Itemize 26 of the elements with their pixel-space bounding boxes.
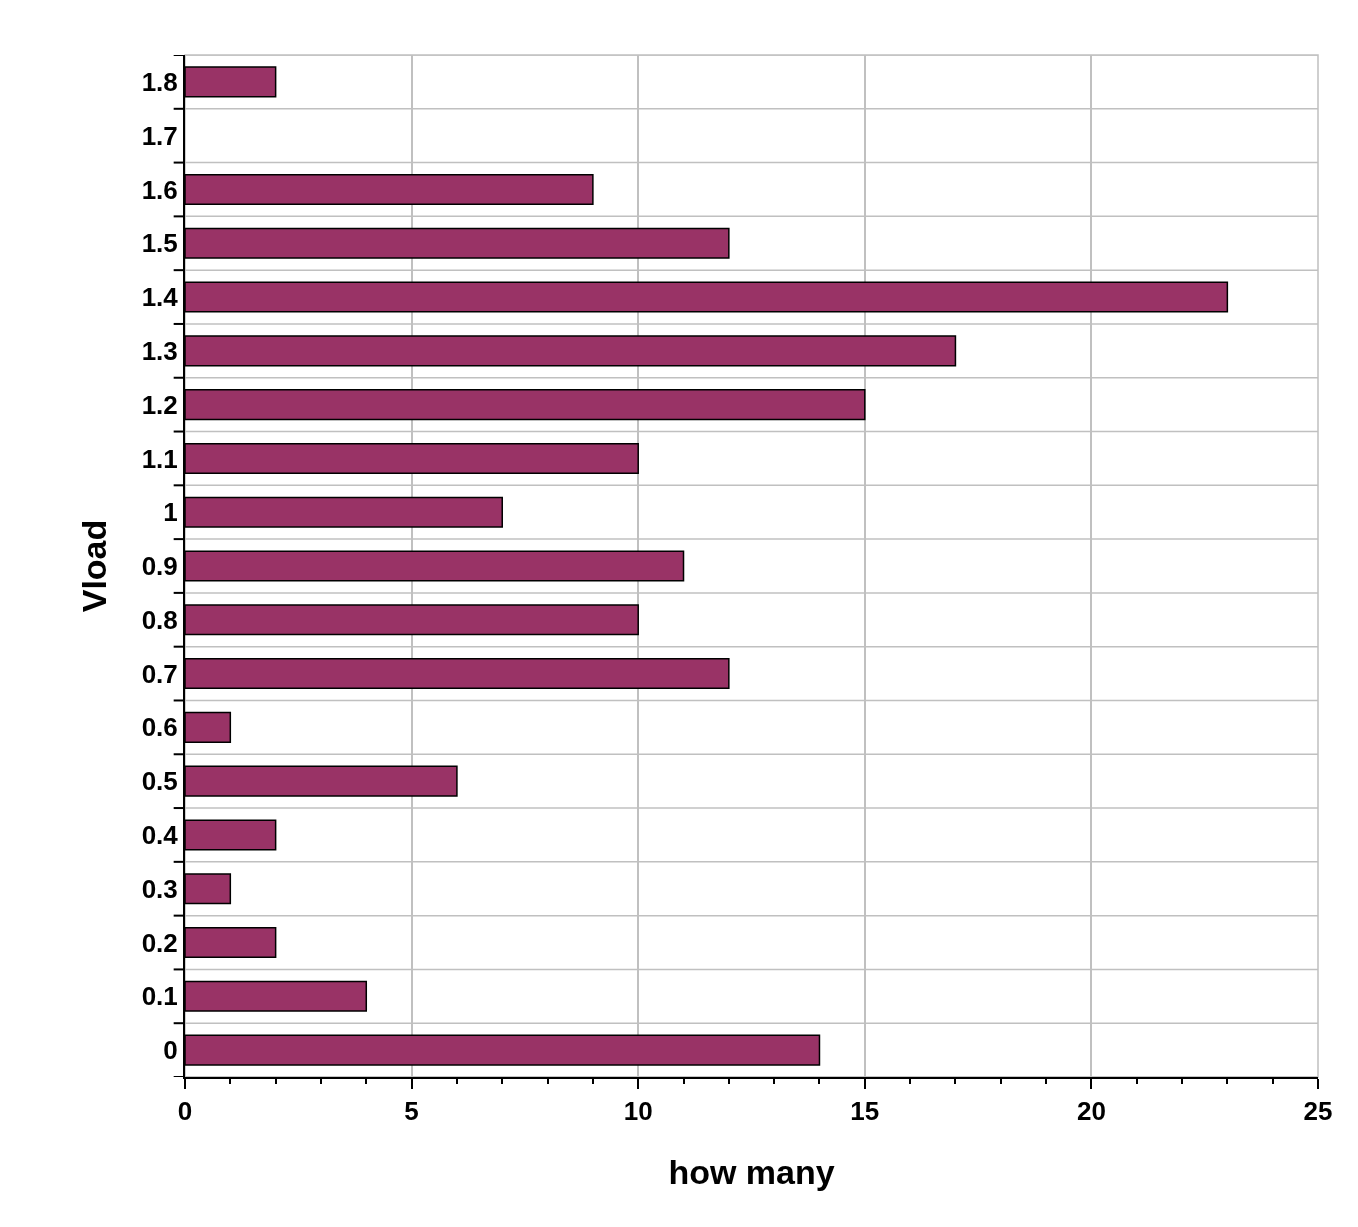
y-tick-label: 0.1	[141, 981, 178, 1012]
y-tick-label: 0.9	[141, 551, 178, 582]
y-tick-label: 0.2	[141, 927, 178, 958]
y-axis-title: Vload	[74, 519, 113, 613]
y-tick-label: 0.6	[141, 712, 178, 743]
y-tick-label: 1.8	[141, 66, 178, 97]
x-tick-label: 10	[623, 1096, 653, 1127]
y-tick-label: 0.5	[141, 766, 178, 797]
y-tick-label: 0.8	[141, 604, 178, 635]
x-axis-title: how many	[668, 1153, 835, 1191]
y-tick-label: 0	[163, 1035, 178, 1066]
y-tick-label: 1.1	[141, 443, 178, 474]
y-tick-label: 1.4	[141, 282, 179, 313]
y-tick-label: 1.6	[141, 174, 178, 205]
y-tick-label: 1	[163, 497, 178, 528]
x-tick-label: 20	[1076, 1096, 1106, 1127]
y-tick-label: 1.5	[141, 228, 178, 259]
y-tick-label: 0.3	[141, 873, 178, 904]
y-tick-label: 0.7	[141, 658, 178, 689]
y-tick-label: 1.7	[141, 120, 178, 151]
x-tick-label: 25	[1303, 1096, 1333, 1127]
x-tick-label: 15	[850, 1096, 880, 1127]
x-tick-label: 5	[404, 1096, 419, 1127]
y-tick-label: 1.3	[141, 335, 178, 366]
y-tick-label: 1.2	[141, 389, 178, 420]
y-tick-label: 0.4	[141, 820, 179, 851]
